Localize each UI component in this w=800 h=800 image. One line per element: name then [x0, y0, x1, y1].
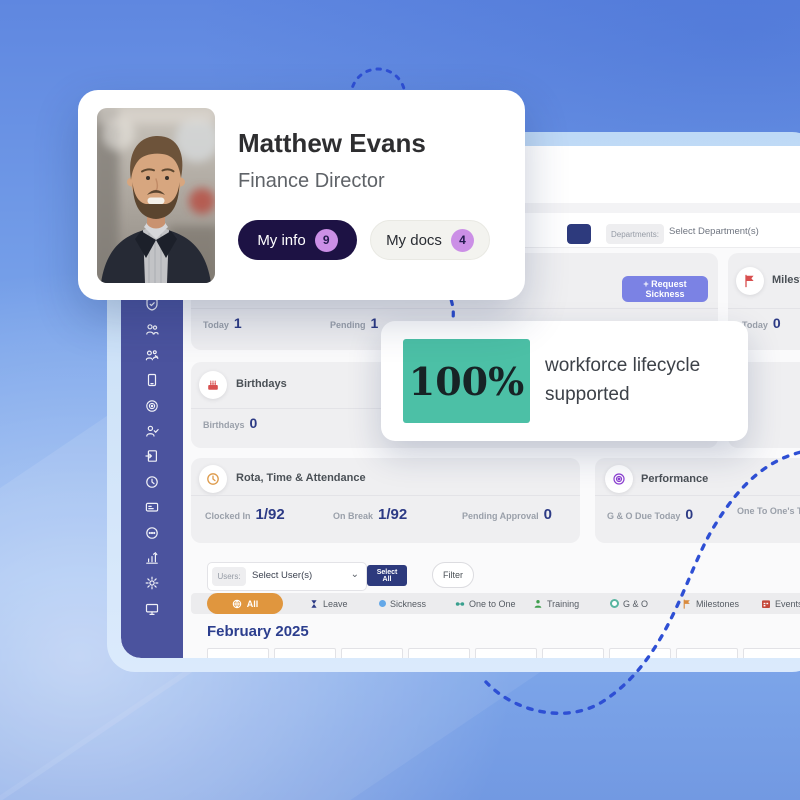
- settings-gear-icon[interactable]: [145, 576, 159, 590]
- filter-button[interactable]: Filter: [432, 562, 474, 588]
- reports-chart-icon[interactable]: [145, 551, 159, 565]
- hidden-action-button[interactable]: [567, 224, 591, 244]
- calendar-cell[interactable]: [676, 648, 738, 658]
- tab-sickness[interactable]: Sickness: [379, 593, 426, 614]
- employee-name: Matthew Evans: [238, 128, 426, 158]
- birthdays-stat: Birthdays 0: [203, 415, 258, 431]
- performance-target-icon: [605, 465, 633, 493]
- rota-clock-icon: [199, 465, 227, 493]
- performance-stat-go-due: G & O Due Today 0: [607, 506, 694, 522]
- tab-all[interactable]: All: [207, 593, 283, 614]
- birthdays-card-title: Birthdays: [236, 378, 287, 390]
- departments-select[interactable]: Select Department(s): [669, 226, 759, 237]
- g-and-o-ring-icon: [610, 599, 619, 608]
- id-card-icon[interactable]: [145, 500, 159, 514]
- performance-card-title: Performance: [641, 473, 709, 485]
- rota-card-title: Rota, Time & Attendance: [236, 472, 366, 484]
- users-select[interactable]: Users: Select User(s) ⌄: [207, 562, 367, 591]
- performance-stat-one-to-one: One To One's Today: [737, 506, 800, 516]
- sickness-dot-icon: [379, 600, 386, 607]
- rota-stat-pending-approval: Pending Approval 0: [462, 506, 553, 523]
- calendar-cell[interactable]: [475, 648, 537, 658]
- tab-events[interactable]: Events: [761, 593, 800, 614]
- shield-icon[interactable]: [145, 297, 159, 311]
- tab-training[interactable]: Training: [533, 593, 579, 614]
- chevron-down-icon: ⌄: [350, 569, 359, 580]
- my-info-button[interactable]: My info 9: [238, 220, 357, 260]
- my-info-count-badge: 9: [314, 228, 338, 252]
- tab-one-to-one[interactable]: One to One: [455, 593, 516, 614]
- events-calendar-icon: [762, 599, 770, 608]
- my-docs-button[interactable]: My docs 4: [370, 220, 490, 260]
- performance-card: Performance G & O Due Today 0 One To One…: [595, 458, 800, 543]
- stat-callout-card: 100% workforce lifecycle supported: [381, 321, 748, 441]
- team-icon[interactable]: [145, 322, 159, 336]
- goals-target-icon[interactable]: [145, 399, 159, 413]
- devices-monitor-icon[interactable]: [145, 602, 159, 616]
- clock-icon[interactable]: [145, 475, 159, 489]
- select-all-button[interactable]: Select All: [367, 565, 407, 586]
- calendar-cell[interactable]: [609, 648, 671, 658]
- my-docs-count-badge: 4: [450, 228, 474, 252]
- calendar-cell[interactable]: [274, 648, 336, 658]
- tablet-icon[interactable]: [145, 373, 159, 387]
- users-select-value: Select User(s): [252, 570, 313, 581]
- rota-stat-on-break: On Break 1/92: [333, 506, 408, 523]
- tab-milestones[interactable]: Milestones: [682, 593, 739, 614]
- callout-text: workforce lifecycle supported: [545, 355, 701, 405]
- org-chart-icon[interactable]: [145, 348, 159, 362]
- birthday-cake-icon: [199, 371, 227, 399]
- engagement-icon[interactable]: [145, 526, 159, 540]
- user-check-icon[interactable]: [145, 424, 159, 438]
- calendar-cell[interactable]: [542, 648, 604, 658]
- callout-value-block: 100%: [403, 339, 530, 423]
- hourglass-icon: [311, 599, 317, 608]
- documents-icon[interactable]: [145, 449, 159, 463]
- employee-photo: [97, 108, 215, 283]
- calendar-month-title: February 2025: [207, 623, 309, 640]
- milestones-flag-icon: [736, 267, 764, 295]
- training-person-icon: [534, 599, 542, 608]
- calendar-cell[interactable]: [341, 648, 403, 658]
- users-label-chip: Users:: [212, 567, 246, 586]
- globe-icon: [232, 599, 241, 608]
- rota-card: Rota, Time & Attendance Clocked In 1/92 …: [191, 458, 580, 543]
- calendar-cell[interactable]: [207, 648, 269, 658]
- departments-label-chip: Departments:: [606, 224, 664, 244]
- one-to-one-icon: [455, 601, 465, 606]
- callout-value: 100%: [408, 358, 525, 404]
- milestones-stat-today: Today 0: [742, 315, 781, 331]
- milestone-flag-icon: [683, 598, 690, 609]
- request-sickness-button[interactable]: + Request Sickness: [622, 276, 708, 302]
- employee-profile-card: Matthew Evans Finance Director My info 9…: [78, 90, 525, 300]
- sickness-stat-pending: Pending 1: [330, 315, 379, 331]
- milestones-card-title: Milestones: [772, 274, 800, 286]
- employee-role: Finance Director: [238, 170, 385, 192]
- tab-all-label: All: [246, 598, 259, 609]
- sickness-stat-today: Today 1: [203, 315, 242, 331]
- rota-stat-clocked-in: Clocked In 1/92: [205, 506, 285, 523]
- calendar-cell[interactable]: [743, 648, 800, 658]
- calendar-cell[interactable]: [408, 648, 470, 658]
- tab-leave[interactable]: Leave: [309, 593, 348, 614]
- tab-g-and-o[interactable]: G & O: [610, 593, 648, 614]
